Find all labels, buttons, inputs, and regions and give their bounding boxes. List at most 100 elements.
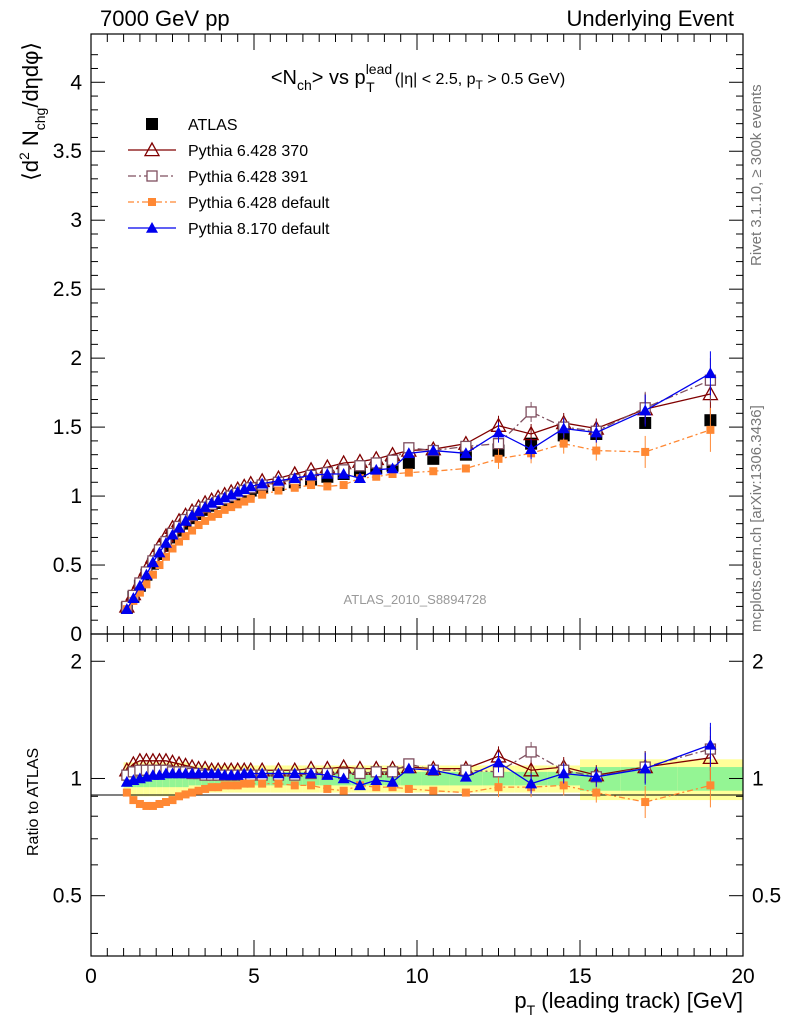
- ratio-point-pythia-6-428-391: [386, 766, 399, 778]
- ratio-point-pythia-6-428-default: [161, 798, 170, 807]
- ratio-point-pythia-6-428-default: [175, 792, 184, 801]
- ratio-series-pythia-6-428-default: [122, 763, 715, 819]
- main-point-pythia-6-428-default: [559, 439, 568, 448]
- main-point-pythia-8-170-default: [288, 472, 301, 483]
- y-tick-label: 3: [70, 209, 82, 232]
- main-point-pythia-8-170-default: [179, 514, 192, 526]
- ratio-point-pythia-6-428-default: [706, 781, 715, 790]
- ratio-point-pythia-8-170-default: [386, 775, 399, 787]
- main-point-pythia-8-170-default: [353, 472, 366, 483]
- ratio-point-pythia-6-428-default: [220, 781, 229, 790]
- main-point-pythia-6-428-default: [194, 521, 203, 530]
- ratio-point-pythia-8-170-default: [321, 769, 334, 780]
- ratio-point-pythia-8-170-default: [402, 762, 415, 774]
- main-point-pythia-6-428-default: [388, 470, 397, 478]
- main-point-pythia-8-170-default: [305, 469, 318, 481]
- main-point-pythia-8-170-default: [459, 447, 472, 459]
- main-series-pythia-6-428-370: [118, 372, 719, 613]
- y-tick-label: 3.5: [53, 140, 82, 163]
- ratio-point-pythia-6-428-default: [559, 781, 568, 790]
- ratio-band-inner: [182, 770, 189, 788]
- main-point-pythia-6-428-default: [404, 468, 413, 477]
- ratio-point-pythia-8-170-default: [590, 770, 603, 782]
- main-point-pythia-8-170-default: [321, 468, 334, 479]
- main-point-pythia-8-170-default: [127, 592, 140, 603]
- ratio-point-pythia-6-428-default: [207, 783, 216, 792]
- ratio-point-pythia-8-170-default: [704, 738, 717, 750]
- main-point-pythia-8-170-default: [256, 477, 269, 489]
- legend-swatch-marker: [146, 118, 158, 130]
- main-point-pythia-8-170-default: [140, 568, 153, 580]
- ratio-y-axis-label: Ratio to ATLAS: [25, 748, 42, 856]
- legend-entry-pythia-6-428-default: Pythia 6.428 default: [128, 195, 330, 212]
- y-tick-label: 2: [70, 347, 82, 370]
- ratio-point-pythia-6-428-default: [429, 786, 438, 795]
- ratio-point-pythia-8-170-default: [459, 770, 472, 782]
- main-point-pythia-6-428-default: [135, 588, 144, 597]
- legend-swatch-marker: [143, 141, 161, 157]
- main-point-pythia-6-428-default: [461, 464, 470, 473]
- main-point-pythia-8-170-default: [238, 483, 251, 494]
- legend-entry-pythia-6-428-391: Pythia 6.428 391: [128, 169, 308, 186]
- main-point-pythia-8-170-default: [146, 556, 159, 568]
- header-analysis-label: Underlying Event: [566, 6, 734, 31]
- ratio-point-pythia-6-428-391: [354, 767, 366, 780]
- main-point-pythia-8-170-default: [133, 579, 146, 591]
- plot-title: <Nch> vs plead T (|η| < 2.5, pT > 0.5 GeV): [271, 61, 565, 95]
- main-point-pythia-8-170-default: [199, 501, 212, 512]
- ratio-y-tick-label-right: 0.5: [752, 885, 781, 908]
- legend-swatch-marker: [146, 170, 158, 182]
- ratio-point-pythia-6-428-default: [240, 779, 249, 788]
- main-point-pythia-6-428-default: [429, 467, 438, 476]
- legend-label: ATLAS: [188, 117, 238, 134]
- ratio-point-pythia-8-170-default: [272, 767, 285, 779]
- main-point-pythia-8-170-default: [153, 546, 166, 558]
- ratio-point-pythia-8-170-default: [525, 777, 538, 789]
- ratio-series-pythia-8-170-default: [120, 722, 717, 794]
- ratio-point-pythia-8-170-default: [256, 767, 269, 779]
- main-point-pythia-8-170-default: [272, 474, 285, 486]
- ratio-point-pythia-6-428-default: [307, 781, 316, 790]
- main-point-pythia-6-428-default: [142, 580, 151, 589]
- main-point-pythia-6-428-default: [175, 537, 184, 546]
- main-point-pythia-8-170-default: [186, 509, 199, 521]
- main-point-pythia-6-428-default: [706, 425, 715, 434]
- main-line-pythia-6-428-391: [126, 379, 711, 607]
- legend-entry-pythia-6-428-370: Pythia 6.428 370: [128, 141, 308, 160]
- ratio-point-pythia-6-428-default: [194, 786, 203, 795]
- ratio-point-pythia-6-428-default: [188, 788, 197, 797]
- main-point-pythia-6-428-default: [290, 483, 299, 492]
- legend-label: Pythia 6.428 391: [188, 169, 308, 186]
- main-point-pythia-8-170-default: [557, 422, 570, 434]
- y-tick-label: 1.5: [53, 416, 82, 439]
- main-point-pythia-6-428-default: [372, 472, 381, 481]
- ratio-point-pythia-6-428-default: [641, 798, 650, 807]
- main-point-pythia-6-428-default: [214, 510, 223, 518]
- ratio-y-tick-label: 0.5: [53, 885, 82, 908]
- main-point-pythia-8-170-default: [427, 444, 440, 456]
- main-point-pythia-6-428-default: [592, 446, 601, 455]
- ratio-point-pythia-6-428-default: [290, 781, 299, 790]
- x-tick-label: 15: [568, 965, 591, 988]
- legend-swatch-marker: [148, 198, 156, 206]
- main-point-atlas: [402, 456, 415, 469]
- y-tick-label: 0.5: [53, 554, 82, 577]
- ratio-point-pythia-6-428-391: [525, 746, 537, 758]
- main-point-pythia-6-428-default: [246, 494, 255, 503]
- main-point-pythia-6-428-default: [201, 516, 210, 525]
- main-point-pythia-8-170-default: [402, 447, 415, 459]
- ratio-point-pythia-6-428-default: [323, 784, 332, 793]
- main-point-pythia-6-428-default: [641, 447, 650, 456]
- analysis-watermark: ATLAS_2010_S8894728: [344, 592, 487, 607]
- ratio-point-pythia-6-428-default: [404, 784, 413, 793]
- main-point-pythia-8-170-default: [492, 426, 505, 438]
- ratio-point-pythia-6-428-default: [148, 801, 157, 810]
- ratio-point-pythia-6-428-default: [129, 796, 138, 805]
- legend-entry-pythia-8-170-default: Pythia 8.170 default: [128, 221, 330, 238]
- ratio-point-pythia-8-170-default: [427, 764, 440, 776]
- ratio-y-tick-label: 1: [70, 767, 82, 790]
- ratio-band-inner: [620, 767, 678, 791]
- ratio-point-pythia-6-428-default: [227, 781, 236, 790]
- main-point-pythia-6-428-default: [274, 486, 283, 495]
